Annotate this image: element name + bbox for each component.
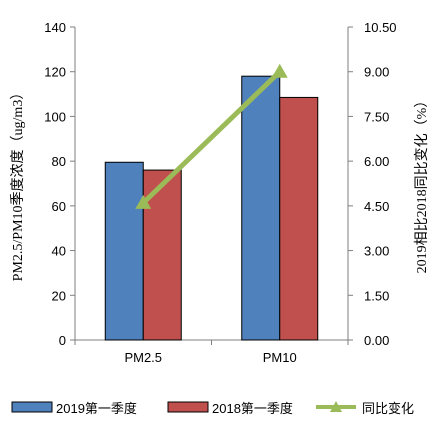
y2-tick-label: 7.50 xyxy=(364,109,389,124)
series-line xyxy=(141,69,282,205)
y-tick-label: 0 xyxy=(59,333,66,348)
bar xyxy=(142,169,182,341)
legend-label: 同比变化 xyxy=(362,401,414,416)
legend-swatch xyxy=(11,401,53,413)
y-tick-label: 40 xyxy=(52,244,66,259)
y-axis-title: PM2.5/PM10季度浓度（ug/m3） xyxy=(10,86,26,282)
legend-label: 2019第一季度 xyxy=(56,401,137,416)
series-point-marker xyxy=(271,63,288,78)
legend-swatch xyxy=(167,401,209,413)
y-tick-label: 140 xyxy=(44,20,66,35)
y2-tick-label: 1.50 xyxy=(364,288,389,303)
y2-tick-label: 3.00 xyxy=(364,244,389,259)
y2-tick-label: 4.50 xyxy=(364,199,389,214)
y-tick-label: 20 xyxy=(52,288,66,303)
y-tick-label: 60 xyxy=(52,199,66,214)
y2-tick-label: 9.00 xyxy=(364,65,389,80)
x-tick-label: PM2.5 xyxy=(124,350,162,365)
y2-tick-label: 10.50 xyxy=(364,20,397,35)
y-tick-label: 120 xyxy=(44,65,66,80)
series-point-marker xyxy=(135,194,152,209)
bar xyxy=(279,96,319,341)
y2-tick-label: 0.00 xyxy=(364,333,389,348)
y-tick-label: 100 xyxy=(44,109,66,124)
bar xyxy=(104,161,144,341)
y-tick-label: 80 xyxy=(52,154,66,169)
legend-label: 2018第一季度 xyxy=(212,401,293,416)
y2-axis-title: 2019相比2018同比变化（%） xyxy=(414,94,430,274)
legend-marker xyxy=(330,401,342,412)
bar xyxy=(241,75,281,341)
y2-tick-label: 6.00 xyxy=(364,154,389,169)
x-tick-label: PM10 xyxy=(263,350,297,365)
